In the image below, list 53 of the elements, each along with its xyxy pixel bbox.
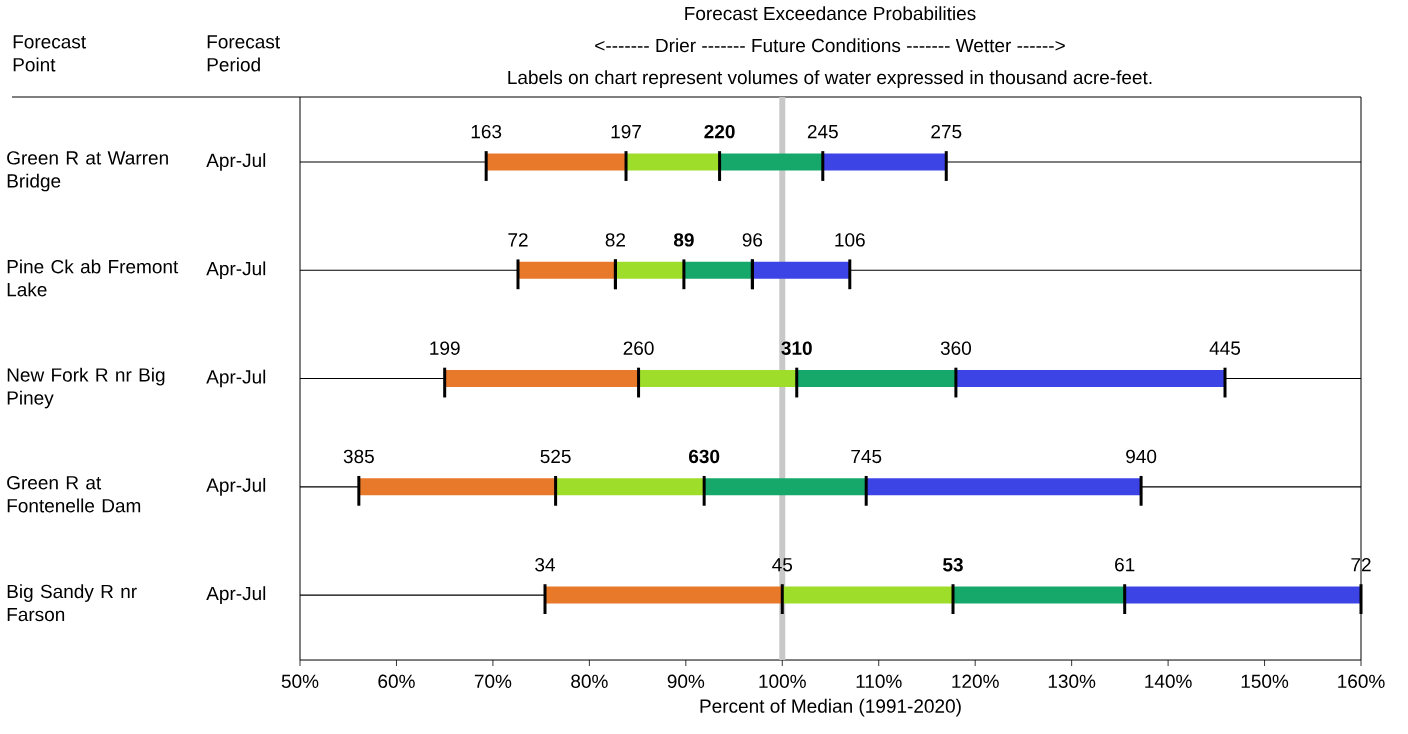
annotation: 106 [835, 233, 865, 247]
annotation: 630 [689, 449, 720, 464]
chart-title: Forecast Exceedance Probabilities [685, 6, 976, 21]
annotation: 34 [535, 557, 556, 572]
y-tick-label: Green R at Warren Bridge [7, 151, 168, 192]
text: Labels on chart represent volumes of water expressed in thousand acre-feet. [508, 70, 1152, 88]
annotation: 61 [1115, 557, 1135, 572]
x-tick-label: 120% [952, 674, 999, 688]
annotation: 940 [1126, 449, 1157, 464]
y-tick-label: Big Sandy R nr Farson [7, 584, 137, 622]
x-tick-label: 100% [759, 674, 806, 688]
annotation: 525 [540, 449, 571, 464]
text: <------- Drier ------- Future Conditions ------- Wetter ------> [595, 38, 1065, 53]
y-tick-label: Green R at Fontenelle Dam [7, 475, 141, 513]
annotation: 260 [623, 341, 654, 355]
annotation: 199 [430, 341, 460, 355]
x-tick-label: 80% [571, 674, 608, 688]
annotation: 197 [611, 124, 641, 139]
annotation: 82 [605, 233, 626, 247]
annotation: 163 [471, 124, 502, 139]
annotation: 220 [704, 124, 735, 139]
annotation: 96 [742, 233, 763, 247]
y2-tick-label: Apr-Jul [206, 153, 266, 171]
x-tick-label: 130% [1048, 674, 1096, 688]
annotation: 72 [508, 233, 528, 247]
annotation: 310 [781, 341, 812, 355]
annotation: 89 [673, 233, 694, 247]
annotation: 445 [1209, 341, 1241, 355]
x-tick-label: 70% [474, 674, 512, 688]
x-tick-label: 160% [1338, 674, 1385, 688]
text: Forecast Point [13, 35, 86, 72]
annotation: 72 [1351, 557, 1371, 572]
annotation: 385 [343, 449, 374, 464]
annotation: 360 [940, 341, 971, 355]
y2-tick-label: Apr-Jul [206, 586, 266, 604]
y2-tick-label: Apr-Jul [206, 261, 266, 280]
annotation: 245 [807, 124, 838, 139]
y2-tick-label: Apr-Jul [206, 477, 266, 496]
x-tick-label: 90% [667, 674, 705, 688]
text: Forecast Period [207, 35, 280, 72]
x-tick-label: 110% [856, 674, 902, 688]
x-tick-label: 60% [378, 674, 415, 688]
annotation: 275 [931, 124, 962, 139]
x-tick-label: 50% [281, 674, 319, 688]
x-tick-label: 140% [1145, 674, 1192, 688]
x-axis-title: Percent of Median (1991-2020) [700, 698, 961, 717]
y-tick-label: New Fork R nr Big Piney [7, 367, 165, 409]
annotation: 745 [851, 449, 882, 464]
y-tick-label: Pine Ck ab Fremont Lake [7, 259, 179, 297]
y2-tick-label: Apr-Jul [206, 369, 266, 388]
annotation: 45 [772, 558, 793, 572]
x-tick-label: 150% [1241, 674, 1289, 688]
annotation: 53 [943, 557, 963, 572]
